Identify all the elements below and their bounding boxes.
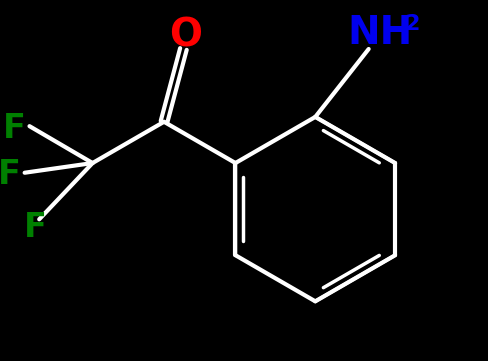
Text: F: F [0, 158, 20, 191]
Text: F: F [2, 112, 25, 145]
Text: F: F [24, 210, 47, 244]
Text: 2: 2 [404, 14, 419, 34]
Text: NH: NH [347, 14, 412, 52]
Text: O: O [168, 16, 202, 55]
